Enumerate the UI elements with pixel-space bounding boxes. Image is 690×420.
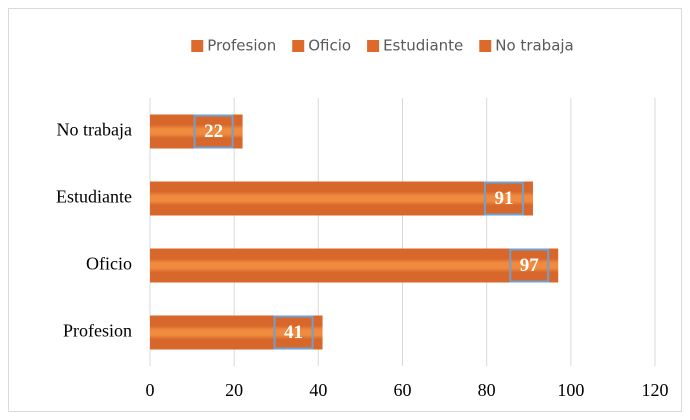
legend-label: Oficio xyxy=(308,37,351,55)
value-label: 22 xyxy=(204,121,223,142)
bar xyxy=(150,114,243,149)
value-label: 91 xyxy=(494,188,513,209)
value-label: 97 xyxy=(520,255,540,276)
legend-swatch xyxy=(191,40,204,52)
x-tick-label: 100 xyxy=(557,380,584,400)
bar xyxy=(150,248,559,283)
x-tick-label: 80 xyxy=(478,380,496,400)
legend-swatch xyxy=(367,40,380,52)
y-tick-label: No trabaja xyxy=(57,120,132,140)
x-tick-label: 60 xyxy=(394,380,412,400)
legend-label: Profesion xyxy=(207,37,276,55)
legend-label: No trabaja xyxy=(495,37,573,55)
x-tick-label: 120 xyxy=(642,380,669,400)
value-label-box xyxy=(273,315,314,350)
legend-label: Estudiante xyxy=(383,37,463,55)
value-label-box xyxy=(193,114,234,149)
value-label-box xyxy=(483,181,524,216)
x-tick-label: 40 xyxy=(309,380,327,400)
y-tick-label: Profesion xyxy=(63,321,132,341)
bar xyxy=(150,315,323,350)
y-tick-label: Estudiante xyxy=(56,187,132,207)
x-tick-label: 0 xyxy=(146,380,155,400)
y-tick-label: Oficio xyxy=(86,254,132,274)
value-label-box xyxy=(509,248,550,283)
legend-swatch xyxy=(292,40,305,52)
x-tick-label: 20 xyxy=(225,380,243,400)
bar xyxy=(150,181,533,216)
value-label: 41 xyxy=(284,322,303,343)
bars xyxy=(150,114,559,350)
legend-swatch xyxy=(479,40,492,52)
labels: 41 97 91 22 xyxy=(193,114,550,350)
